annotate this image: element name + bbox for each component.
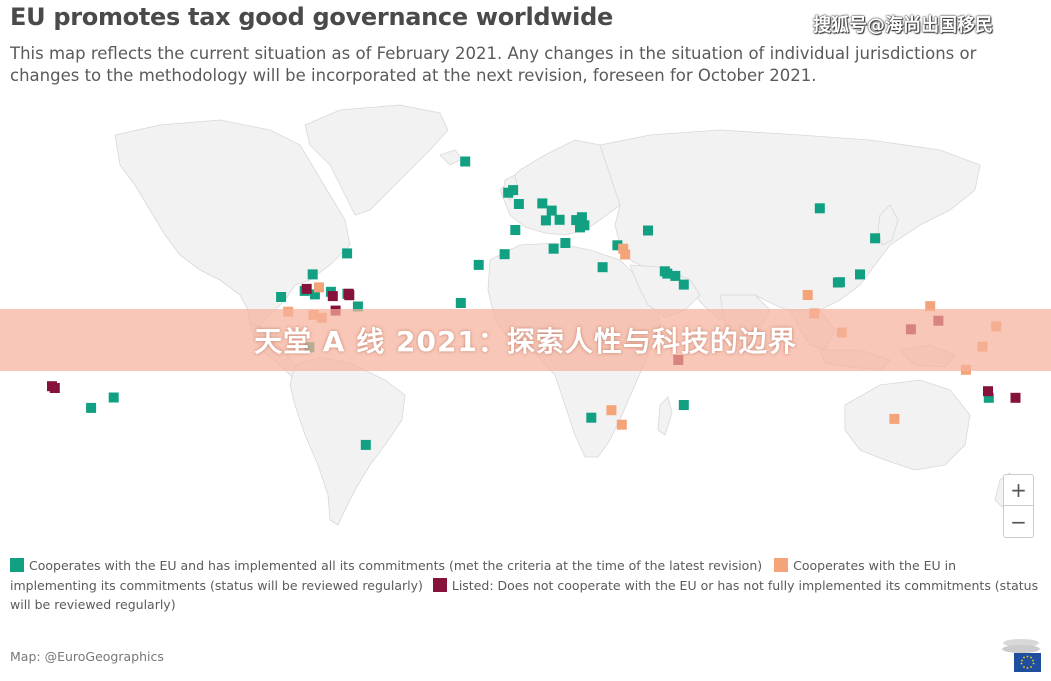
marker-cooperating[interactable] <box>855 269 865 280</box>
marker-cooperating[interactable] <box>870 233 881 244</box>
marker-cooperating[interactable] <box>108 392 119 403</box>
marker-cooperating[interactable] <box>513 199 524 209</box>
marker-cooperating[interactable] <box>597 262 608 273</box>
map-title: EU promotes tax good governance worldwid… <box>10 3 613 31</box>
marker-cooperating[interactable] <box>473 259 484 270</box>
marker-cooperating[interactable] <box>537 198 548 209</box>
marker-implementing[interactable] <box>618 243 629 254</box>
marker-cooperating[interactable] <box>643 225 653 236</box>
legend-swatch-cooperating <box>10 558 24 572</box>
marker-cooperating[interactable] <box>814 203 825 214</box>
watermark: 搜狐号@海尚出国移民 <box>813 15 993 36</box>
marker-cooperating[interactable] <box>662 268 673 279</box>
legend-swatch-implementing <box>774 558 789 572</box>
marker-cooperating[interactable] <box>540 215 551 226</box>
marker-implementing[interactable] <box>889 413 900 424</box>
banner-text: 天堂 A 线 2021：探索人性与科技的边界 <box>254 325 797 358</box>
marker-cooperating[interactable] <box>499 249 510 260</box>
marker-cooperating[interactable] <box>560 238 571 248</box>
zoom-in-button[interactable]: + <box>1004 475 1033 506</box>
marker-cooperating[interactable] <box>309 289 320 300</box>
marker-cooperating[interactable] <box>548 243 559 254</box>
marker-implementing[interactable] <box>314 282 324 293</box>
marker-cooperating[interactable] <box>510 225 521 235</box>
marker-implementing[interactable] <box>620 249 631 260</box>
marker-cooperating[interactable] <box>983 392 994 403</box>
marker-cooperating[interactable] <box>576 212 587 223</box>
marker-implementing[interactable] <box>616 419 627 430</box>
marker-cooperating[interactable] <box>342 248 353 259</box>
marker-cooperating[interactable] <box>554 214 565 225</box>
zoom-control[interactable]: + − <box>1003 474 1034 538</box>
marker-cooperating[interactable] <box>307 269 318 280</box>
marker-listed[interactable] <box>343 288 354 299</box>
marker-cooperating[interactable] <box>612 240 623 251</box>
marker-listed[interactable] <box>327 291 338 302</box>
marker-implementing[interactable] <box>802 290 813 300</box>
marker-implementing[interactable] <box>606 405 617 416</box>
marker-cooperating[interactable] <box>460 156 471 167</box>
marker-cooperating[interactable] <box>579 220 590 231</box>
marker-listed[interactable] <box>983 386 993 397</box>
legend-swatch-listed <box>432 577 447 592</box>
map-subtitle: This map reflects the current situation … <box>10 44 977 85</box>
marker-listed[interactable] <box>49 383 60 393</box>
marker-cooperating[interactable] <box>86 402 97 413</box>
map-credit: Map: @EuroGeographics <box>10 649 164 664</box>
marker-cooperating[interactable] <box>670 270 681 281</box>
marker-cooperating[interactable] <box>508 185 519 196</box>
legend-label-cooperating: Cooperates with the EU and has implement… <box>29 558 763 573</box>
overlay-banner: 天堂 A 线 2021：探索人性与科技的边界 <box>0 309 1051 371</box>
marker-cooperating[interactable] <box>571 215 582 226</box>
marker-implementing[interactable] <box>925 301 936 312</box>
map-legend: Cooperates with the EU and has implement… <box>10 556 1045 615</box>
marker-cooperating[interactable] <box>586 412 597 423</box>
marker-listed[interactable] <box>301 283 312 294</box>
marker-cooperating[interactable] <box>352 301 363 312</box>
marker-cooperating[interactable] <box>678 400 689 410</box>
marker-cooperating[interactable] <box>276 292 287 302</box>
marker-cooperating[interactable] <box>546 205 557 216</box>
legend-label-listed: Listed: Does not cooperate with the EU o… <box>10 577 1039 613</box>
zoom-out-button[interactable]: − <box>1010 509 1027 534</box>
marker-cooperating[interactable] <box>455 298 466 308</box>
marker-cooperating[interactable] <box>832 277 843 288</box>
marker-cooperating[interactable] <box>678 279 689 290</box>
marker-cooperating[interactable] <box>360 439 371 450</box>
marker-listed[interactable] <box>1010 392 1021 403</box>
eu-flag-icon <box>1002 639 1041 672</box>
legend-label-implementing: Cooperates with the EU in implementing i… <box>10 558 957 593</box>
